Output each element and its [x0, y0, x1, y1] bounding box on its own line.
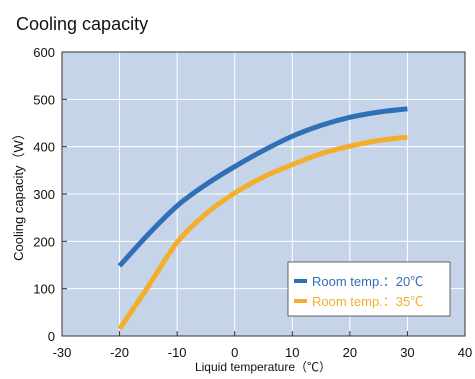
- x-axis-label: Liquid temperature（℃）: [195, 360, 331, 374]
- y-tick-label: 200: [33, 234, 55, 249]
- legend: Room temp.：20℃ Room temp.：35℃: [287, 261, 451, 317]
- x-tick-label: -20: [110, 345, 129, 360]
- series-line-1: [117, 106, 408, 268]
- chart-title: Cooling capacity: [16, 14, 148, 34]
- legend-label-2: Room temp.：35℃: [312, 294, 423, 309]
- series-line-2: [117, 134, 408, 331]
- legend-label-1: Room temp.：20℃: [312, 274, 423, 289]
- y-tick-label: 0: [48, 329, 55, 344]
- y-tick-label: 100: [33, 282, 55, 297]
- y-tick-label: 600: [33, 45, 55, 60]
- x-tick-label: 10: [285, 345, 299, 360]
- x-tick-label: 0: [231, 345, 238, 360]
- y-tick-label: 400: [33, 140, 55, 155]
- x-tick-label: -30: [53, 345, 72, 360]
- axes: [61, 51, 466, 337]
- x-tick-label: 40: [458, 345, 472, 360]
- series-lines: [117, 106, 408, 331]
- y-axis-label: Cooling capacity（W）: [11, 127, 26, 261]
- x-tick-label: -10: [168, 345, 187, 360]
- legend-box: [287, 261, 451, 317]
- plot-frame: [61, 51, 466, 337]
- x-tick-label: 20: [343, 345, 357, 360]
- y-tick-label: 300: [33, 187, 55, 202]
- y-tick-label: 500: [33, 92, 55, 107]
- x-tick-label: 30: [400, 345, 414, 360]
